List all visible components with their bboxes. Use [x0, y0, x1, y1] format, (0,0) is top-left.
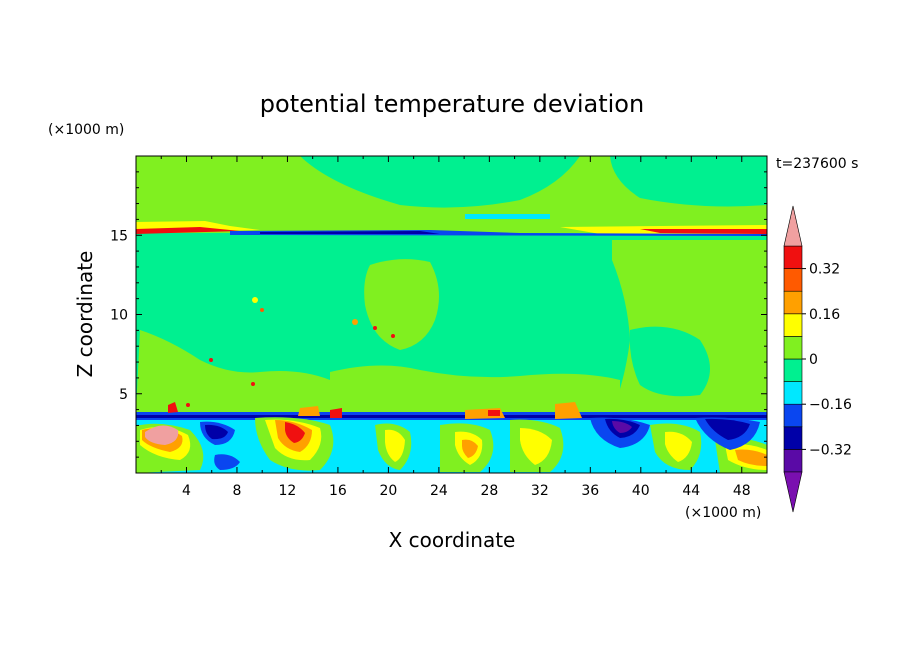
warm-speck [391, 334, 395, 338]
colorbar-bin [783, 403, 803, 428]
colorbar-bin [783, 290, 803, 315]
colorbar-upper-extension [783, 205, 803, 247]
colorbar-bin [783, 358, 803, 382]
colorbar-lower-extension [783, 471, 803, 513]
boundary-cap-navy [136, 415, 767, 418]
lower-green-band [330, 365, 620, 412]
warm-speck [373, 326, 377, 330]
warm-speck [352, 319, 358, 325]
x-tick-label: 36 [581, 483, 599, 499]
colorbar-bin [783, 336, 803, 360]
y-tick-label: 10 [110, 308, 128, 324]
y-tick-label: 5 [119, 387, 128, 403]
x-tick-label: 16 [329, 483, 347, 499]
y-axis: 5 10 15 [110, 171, 767, 458]
x-axis: 4 8 12 16 20 24 28 32 36 40 44 48 [160, 156, 751, 499]
tropopause-navy-layer [260, 231, 440, 234]
right-mint-hole [629, 326, 710, 397]
y-unit-label: (×1000 m) [48, 122, 124, 138]
x-tick-label: 24 [430, 483, 448, 499]
colorbar-bin [783, 313, 803, 337]
boundary-layer-blobs [136, 417, 767, 473]
x-tick-label: 4 [182, 483, 191, 499]
warm-speck [252, 297, 258, 303]
central-green-patch [364, 259, 439, 350]
colorbar-bin [783, 426, 803, 450]
upper-left-green-region [136, 156, 767, 232]
tropopause-yellow-layer [136, 221, 767, 234]
x-tick-label: 40 [632, 483, 650, 499]
colorbar-tick-label: 0.16 [809, 307, 840, 323]
upper-right-green-region [610, 156, 767, 207]
colorbar-tick-label: 0.32 [809, 262, 840, 278]
x-axis-label: X coordinate [389, 528, 516, 552]
colorbar-tick-label: −0.16 [809, 397, 852, 413]
x-tick-label: 48 [733, 483, 751, 499]
colorbar-bin [783, 245, 803, 269]
x-tick-label: 8 [232, 483, 241, 499]
left-green-patch [136, 330, 330, 412]
x-unit-label: (×1000 m) [685, 505, 761, 521]
warm-speck [186, 403, 190, 407]
colorbar-tick-label: 0 [809, 352, 818, 368]
warm-speck [260, 308, 264, 312]
y-tick-label: 15 [110, 228, 128, 244]
warm-speck [209, 358, 213, 362]
tropopause-red-layer [136, 227, 767, 234]
upper-cyan-streak [465, 214, 550, 219]
colorbar-bin [783, 449, 803, 473]
x-tick-label: 28 [480, 483, 498, 499]
time-label: t=237600 s [776, 156, 858, 172]
warm-speck [251, 382, 255, 386]
boundary-cap-warm-spikes [168, 402, 582, 419]
y-axis-label: Z coordinate [73, 251, 97, 378]
contour-field [136, 156, 767, 473]
x-tick-label: 20 [379, 483, 397, 499]
colorbar-bin [783, 381, 803, 405]
x-tick-label: 44 [682, 483, 700, 499]
colorbar-tick-label: −0.32 [809, 442, 852, 458]
colorbar-bin [783, 268, 803, 292]
x-tick-label: 12 [279, 483, 297, 499]
colorbar: 0.32 0.16 0 −0.16 −0.32 [783, 205, 852, 513]
chart-title: potential temperature deviation [260, 90, 644, 118]
x-tick-label: 32 [531, 483, 549, 499]
